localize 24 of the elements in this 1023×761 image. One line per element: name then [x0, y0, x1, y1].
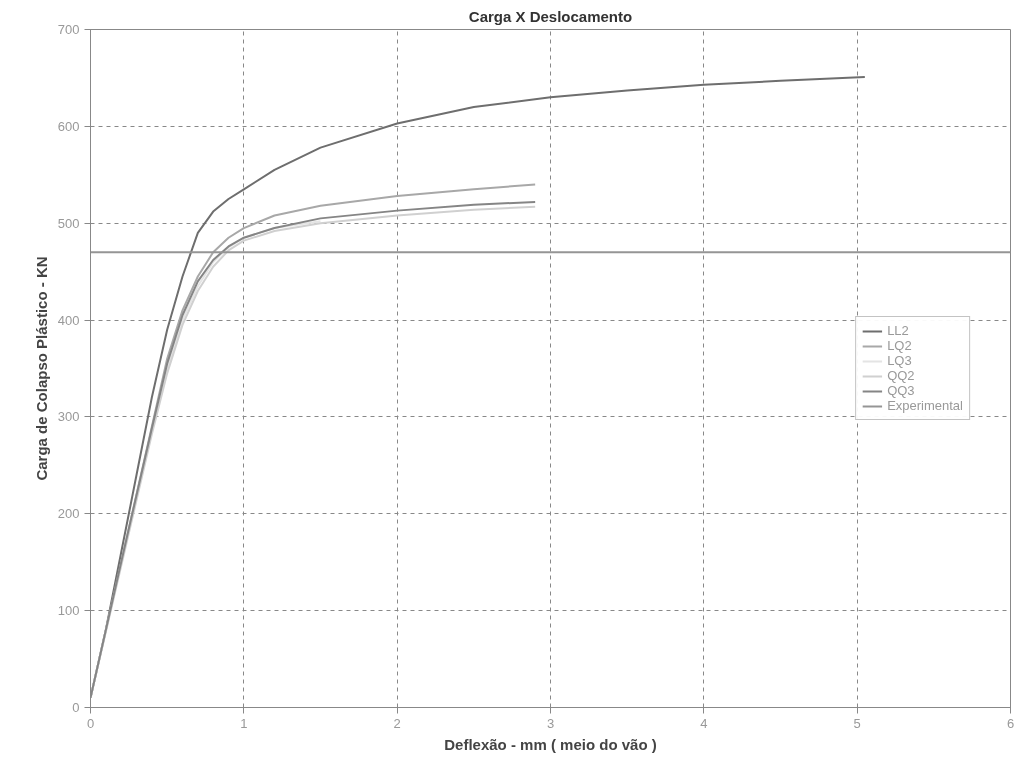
y-tick-label: 0	[72, 700, 80, 715]
legend-label: QQ3	[887, 383, 915, 398]
legend-label: Experimental	[887, 398, 963, 413]
y-tick-label: 300	[57, 409, 80, 425]
legend-label: LQ2	[887, 338, 912, 353]
legend-label: LL2	[887, 323, 909, 338]
x-tick-label: 4	[700, 715, 708, 731]
chart-title: Carga X Deslocamento	[468, 7, 633, 25]
x-tick-label: 2	[393, 715, 401, 731]
y-axis-title: Carga de Colapso Plástico - KN	[32, 256, 50, 481]
y-tick-label: 500	[57, 215, 80, 231]
y-tick-label: 600	[57, 118, 80, 134]
y-tick-label: 100	[57, 603, 80, 619]
y-tick-label: 200	[57, 506, 80, 522]
x-tick-label: 5	[853, 715, 861, 731]
x-tick-label: 0	[86, 715, 95, 731]
y-tick-label: 400	[57, 312, 80, 328]
x-axis-title: Deflexão - mm ( meio do vão )	[444, 735, 657, 753]
x-tick-label: 3	[546, 715, 555, 731]
y-tick-label: 700	[57, 22, 80, 37]
x-tick-label: 1	[240, 715, 248, 731]
legend-label: LQ3	[887, 353, 912, 368]
legend-label: QQ2	[887, 368, 915, 383]
x-tick-label: 6	[1006, 715, 1015, 731]
